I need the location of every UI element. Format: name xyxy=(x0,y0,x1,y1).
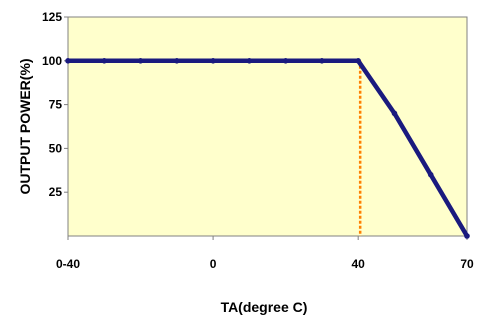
data-point xyxy=(137,58,144,64)
y-axis-title: OUTPUT POWER(%) xyxy=(17,58,33,194)
data-point xyxy=(319,58,325,64)
series-layer xyxy=(65,58,470,239)
y-tick-label: 25 xyxy=(49,185,63,199)
x-tick-label: 0-40 xyxy=(56,257,80,271)
y-tick-label: 50 xyxy=(49,141,63,155)
data-point xyxy=(427,171,434,178)
data-point xyxy=(210,58,216,64)
data-point xyxy=(391,110,398,117)
x-axis-ticks: 0-40 0 40 70 xyxy=(56,236,474,271)
y-tick-label: 75 xyxy=(49,98,63,112)
x-tick-label: 70 xyxy=(460,257,474,271)
y-tick-label: 125 xyxy=(42,10,62,24)
data-point xyxy=(174,58,180,64)
x-axis-title: TA(degree C) xyxy=(221,299,308,315)
data-point xyxy=(101,58,108,64)
x-tick-label: 40 xyxy=(352,257,366,271)
data-point xyxy=(246,58,253,64)
series-line xyxy=(68,58,469,238)
data-point xyxy=(65,58,71,64)
data-point xyxy=(464,233,470,239)
y-tick-label: 100 xyxy=(42,54,62,68)
data-point xyxy=(355,58,361,64)
data-point xyxy=(282,58,289,64)
x-tick-label: 0 xyxy=(210,257,217,271)
plot-area xyxy=(67,16,468,237)
y-axis-ticks: 25 50 75 100 125 xyxy=(42,10,68,199)
